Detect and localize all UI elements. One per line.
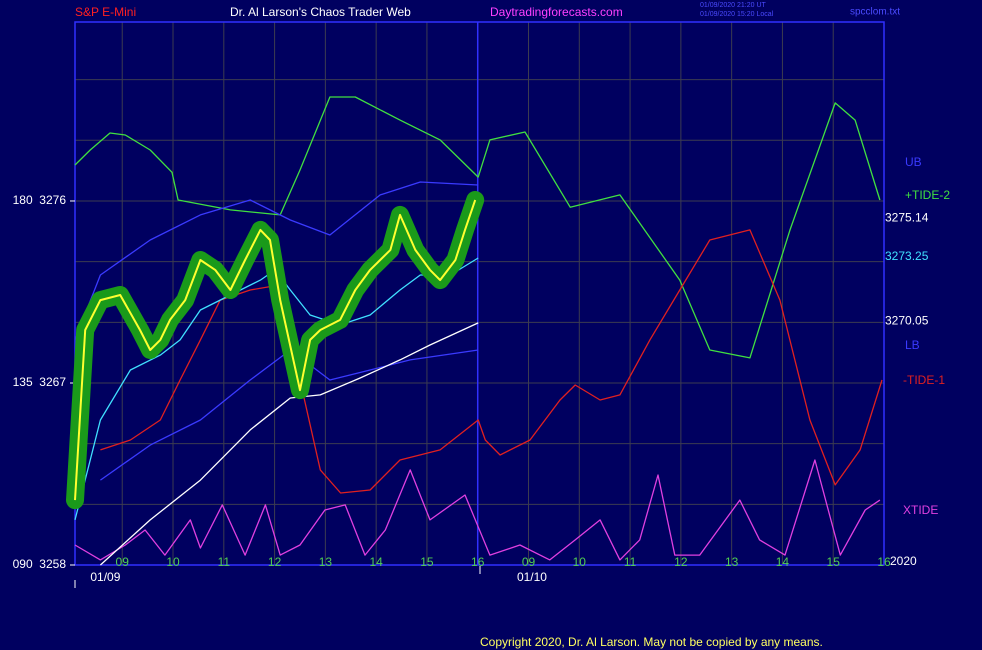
series-line: [74, 199, 477, 501]
x-tick-label: 12: [268, 555, 282, 569]
legend-label: XTIDE: [903, 503, 938, 517]
x-tick-label: 15: [827, 555, 841, 569]
series-line: [74, 181, 479, 341]
legend-label: LB: [905, 338, 920, 352]
x-tick-label: 09: [116, 555, 130, 569]
x-tick-label: 10: [166, 555, 180, 569]
level-label: 3275.14: [885, 211, 929, 225]
x-tick-label: 13: [725, 555, 739, 569]
file-name: spcclom.txt: [850, 7, 900, 18]
time-stamp: 01/09/2020 21:20 UT: [700, 2, 766, 9]
y-tick-label: 180 3276: [13, 193, 67, 207]
series-line: [74, 96, 881, 359]
legend-label: -TIDE-1: [903, 373, 945, 387]
x-tick-label: 16: [877, 555, 891, 569]
legend-label: +TIDE-2: [905, 188, 950, 202]
copyright: Copyright 2020, Dr. Al Larson. May not b…: [480, 635, 823, 649]
time-stamp: 01/09/2020 15:20 Local: [700, 11, 774, 18]
site: Daytradingforecasts.com: [490, 5, 623, 19]
y-tick-label: 135 3267: [13, 375, 67, 389]
date-label: 01/10: [517, 570, 547, 584]
level-label: 3270.05: [885, 313, 929, 327]
year: 2020: [890, 554, 917, 568]
instrument: S&P E-Mini: [75, 5, 136, 19]
x-tick-label: 09: [522, 555, 536, 569]
plot-frame: [74, 21, 885, 566]
y-tick-label: 090 3258: [13, 557, 67, 571]
x-tick-label: 16: [471, 555, 485, 569]
x-tick-label: 13: [319, 555, 333, 569]
x-tick-label: 10: [573, 555, 587, 569]
date-label: 01/09: [90, 570, 120, 584]
x-tick-label: 15: [420, 555, 434, 569]
x-tick-label: 14: [776, 555, 790, 569]
x-tick-label: 11: [218, 555, 231, 569]
series-line: [74, 459, 881, 561]
x-tick-label: 11: [624, 555, 637, 569]
x-tick-label: 12: [674, 555, 688, 569]
legend-label: UB: [905, 155, 922, 169]
level-label: 3273.25: [885, 249, 929, 263]
chart-title: Dr. Al Larson's Chaos Trader Web: [230, 5, 411, 19]
x-tick-label: 14: [369, 555, 383, 569]
